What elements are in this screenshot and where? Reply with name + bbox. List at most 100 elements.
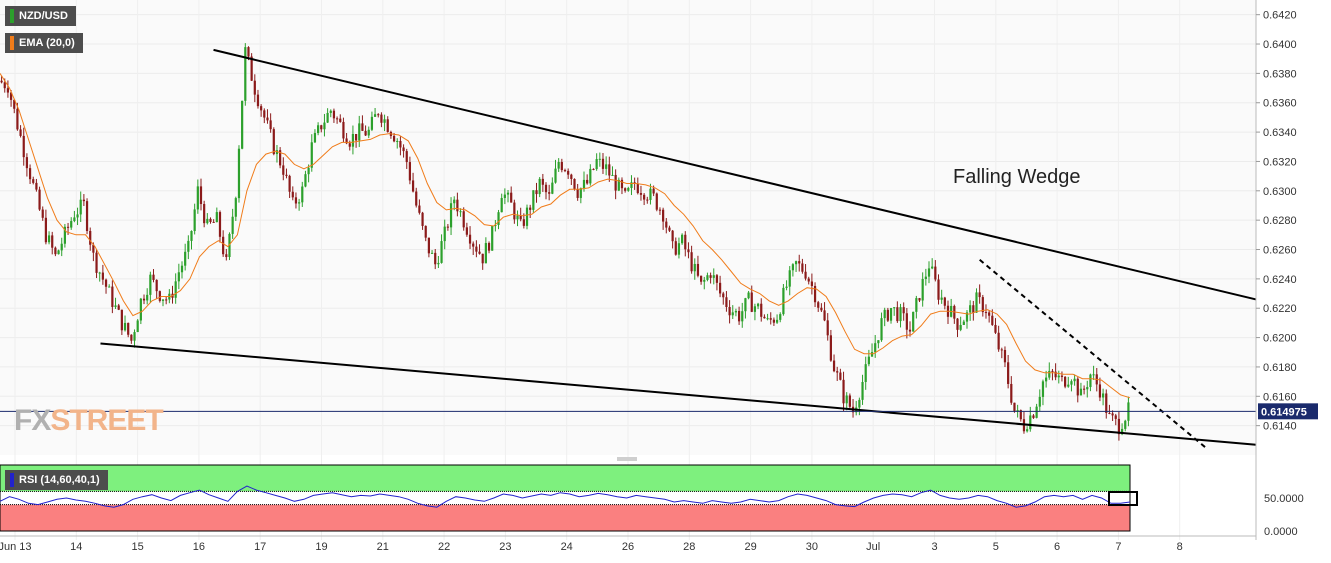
candle-body [1120, 428, 1124, 435]
candle-body [1010, 383, 1013, 403]
candle-body [810, 281, 813, 286]
candle-body [1016, 410, 1019, 412]
price-tick-label: 0.6140 [1263, 421, 1297, 433]
candle-body [358, 123, 361, 141]
time-tick-label: 15 [131, 541, 143, 553]
candle-body [323, 122, 326, 130]
candle-body [108, 286, 111, 288]
candle-body [652, 188, 655, 194]
candle-body [807, 278, 810, 282]
candle-body [519, 215, 522, 220]
candle-body [541, 178, 544, 185]
candle-body [155, 279, 158, 292]
rsi-oversold-zone [0, 504, 1130, 531]
rsi-line [0, 485, 1131, 508]
candle-body [481, 253, 484, 264]
candle-body [551, 182, 554, 194]
candle-body [785, 286, 788, 288]
candle-body [130, 334, 133, 341]
candle-body [858, 399, 861, 408]
candle-body [744, 298, 747, 312]
candle-body [937, 279, 940, 300]
candle-body [443, 226, 446, 242]
candle-body [728, 306, 731, 316]
dashed-resistance-trendline[interactable] [979, 259, 1207, 449]
time-tick-label: 29 [744, 541, 756, 553]
candle-body [127, 322, 130, 335]
candle-body [354, 133, 358, 141]
symbol-label[interactable]: NZD/USD [5, 6, 76, 26]
candle-body [513, 202, 516, 220]
candle-body [605, 164, 608, 169]
candle-body [801, 263, 804, 272]
price-tick-label: 0.6420 [1263, 10, 1297, 22]
candle-body [969, 305, 972, 313]
candle-body [684, 234, 687, 250]
candle-body [981, 297, 984, 313]
candle-body [468, 234, 472, 244]
candle-body [817, 302, 820, 308]
candle-body [304, 174, 307, 187]
pane-resize-handle[interactable] [617, 457, 637, 461]
candle-body [475, 246, 478, 252]
candle-body [1060, 375, 1064, 377]
candle-body [864, 364, 867, 383]
candle-body [367, 129, 370, 136]
candle-body [146, 294, 149, 301]
candle-body [557, 161, 560, 169]
time-tick-label: 26 [622, 541, 634, 553]
candle-body [1038, 396, 1041, 407]
candle-body [434, 252, 437, 265]
candle-body [187, 240, 190, 252]
candle-body [256, 94, 260, 107]
candle-body [1032, 415, 1035, 418]
candle-body [1048, 370, 1051, 378]
candle-body [718, 282, 722, 294]
candle-body [73, 217, 76, 222]
candle-body [706, 275, 709, 280]
candle-body [288, 175, 291, 192]
candle-body [500, 197, 503, 213]
candle-body [582, 179, 586, 189]
time-tick-label: 22 [438, 541, 450, 553]
candle-body [988, 312, 991, 316]
candle-body [494, 224, 497, 227]
candle-body [956, 318, 959, 330]
candle-body [1067, 384, 1070, 387]
candle-body [161, 299, 165, 301]
time-tick-label: 23 [499, 541, 511, 553]
candle-body [709, 275, 712, 278]
rsi-label[interactable]: RSI (14,60,40,1) [5, 470, 108, 490]
candle-body [1124, 420, 1127, 429]
candle-body [364, 130, 367, 136]
candle-body [291, 191, 294, 198]
rsi-text: RSI (14,60,40,1) [19, 474, 100, 486]
candle-body [972, 305, 975, 313]
candle-body [497, 212, 500, 225]
candle-body [348, 143, 351, 147]
time-tick-label: 24 [561, 541, 573, 553]
candle-body [662, 209, 665, 222]
candle-body [307, 167, 310, 175]
candle-body [3, 82, 6, 89]
wedge-lower-trendline[interactable] [100, 342, 1257, 446]
candle-body [703, 279, 706, 282]
candle-body [804, 271, 807, 279]
candle-body [396, 140, 399, 142]
wedge-upper-trendline[interactable] [213, 48, 1257, 301]
candle-body [44, 217, 48, 243]
ema-label[interactable]: EMA (20,0) [5, 33, 83, 53]
fxstreet-watermark: FXSTREET [14, 404, 164, 438]
candle-body [756, 303, 760, 307]
candle-body [918, 298, 921, 301]
candle-body [560, 161, 563, 171]
candle-body [639, 193, 643, 195]
candle-body [380, 114, 383, 123]
candle-body [85, 201, 89, 231]
time-tick-label: 3 [931, 541, 937, 553]
candle-body [339, 118, 342, 122]
candle-body [671, 230, 674, 242]
watermark-street: STREET [50, 404, 163, 437]
